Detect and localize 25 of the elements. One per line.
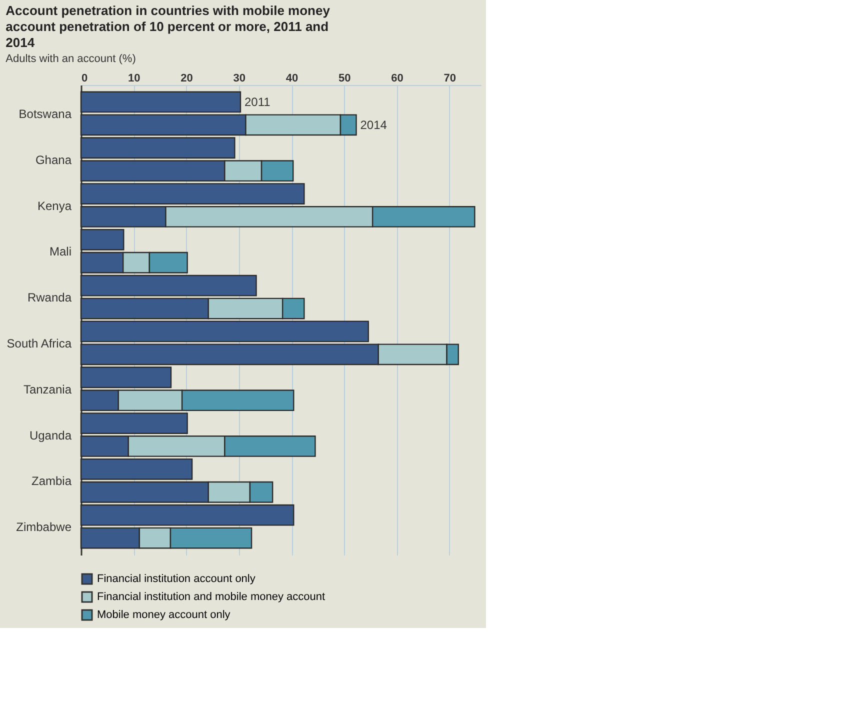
- y-tick-label: Tanzania: [23, 382, 72, 396]
- x-tick-label: 60: [391, 72, 404, 84]
- x-tick-label: 10: [128, 72, 140, 84]
- y-tick-label: Zambia: [31, 474, 72, 488]
- y-tick-label: South Africa: [6, 336, 72, 350]
- x-tick-label: 20: [180, 72, 193, 84]
- y-tick-label: Zimbabwe: [16, 520, 72, 534]
- x-tick-label: 0: [82, 72, 88, 84]
- chart-title: Account penetration in countries with mobile money account penetration of 10 percent or more, 2011 and 2014: [6, 3, 331, 50]
- x-tick-label: 30: [233, 72, 246, 84]
- annotation: 2011: [244, 94, 271, 109]
- chart-subtitle: Adults with an account (%): [6, 53, 136, 65]
- y-tick-label: Ghana: [35, 152, 72, 167]
- legend-label: Financial institution and mobile money account: [97, 591, 326, 603]
- y-tick-label: Botswana: [18, 106, 72, 121]
- y-tick-label: Rwanda: [27, 290, 72, 305]
- x-tick-label: 70: [444, 72, 456, 84]
- annotation: 2014: [360, 118, 388, 132]
- legend-label: Mobile money account only: [97, 609, 231, 621]
- x-tick-label: 40: [286, 72, 298, 84]
- legend-label: Financial institution account only: [97, 573, 256, 585]
- y-tick-label: Uganda: [29, 428, 72, 442]
- x-tick-label: 50: [338, 72, 351, 84]
- y-tick-label: Mali: [49, 244, 72, 259]
- y-tick-label: Kenya: [37, 198, 72, 213]
